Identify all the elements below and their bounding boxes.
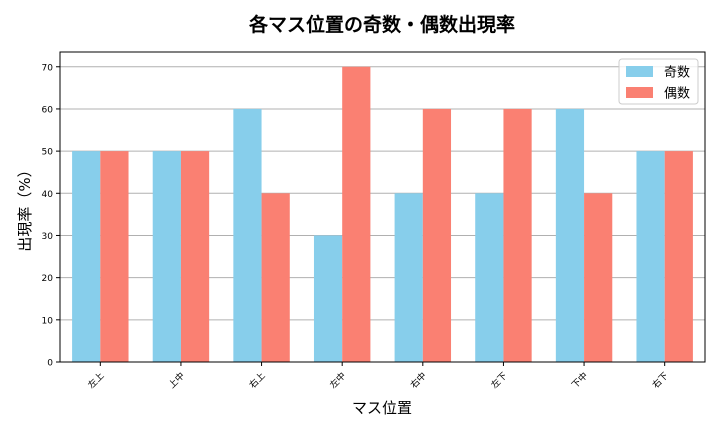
- bar-even-6: [503, 108, 532, 362]
- y-tick-label: 70: [42, 63, 54, 73]
- bar-even-5: [422, 108, 452, 362]
- legend-label: 奇数: [664, 65, 690, 81]
- bar-odd-3: [233, 108, 262, 362]
- x-tick-label: 左下: [488, 370, 509, 391]
- x-tick-label: 上中: [166, 370, 187, 391]
- bar-odd-6: [475, 193, 504, 362]
- bar-even-1: [100, 151, 129, 362]
- legend-swatch: [626, 87, 653, 98]
- bar-even-3: [261, 193, 290, 362]
- chart-title: 各マス位置の奇数・偶数出現率: [248, 13, 515, 36]
- y-tick-label: 30: [42, 232, 54, 242]
- x-axis-label: マス位置: [352, 399, 412, 417]
- bar-even-7: [584, 193, 613, 362]
- legend-swatch: [626, 66, 653, 77]
- x-tick-label: 左上: [85, 370, 106, 391]
- y-tick-label: 10: [42, 316, 54, 326]
- y-tick-label: 20: [42, 274, 54, 284]
- y-tick-label: 50: [42, 148, 54, 158]
- bar-even-2: [180, 151, 210, 362]
- bar-even-4: [342, 66, 371, 362]
- bars: [72, 66, 693, 362]
- x-tick-label: 左中: [327, 370, 348, 391]
- bar-odd-5: [394, 193, 423, 362]
- bar-odd-1: [72, 151, 101, 362]
- y-tick-label: 60: [42, 105, 54, 115]
- bar-odd-2: [152, 151, 181, 362]
- legend-label: 偶数: [664, 87, 690, 102]
- x-tick-label: 下中: [569, 370, 590, 391]
- bar-odd-4: [313, 235, 343, 362]
- x-tick-label: 右中: [408, 370, 429, 391]
- y-tick-label: 0: [47, 359, 53, 369]
- y-axis-label: 出現率（%）: [16, 162, 34, 251]
- bar-odd-7: [555, 108, 585, 362]
- bar-even-8: [664, 151, 693, 362]
- x-tick-label: 右下: [650, 370, 671, 391]
- y-tick-label: 40: [42, 190, 54, 200]
- bar-odd-8: [636, 151, 665, 362]
- plot-frame: [59, 51, 706, 363]
- x-tick-label: 右上: [246, 370, 267, 391]
